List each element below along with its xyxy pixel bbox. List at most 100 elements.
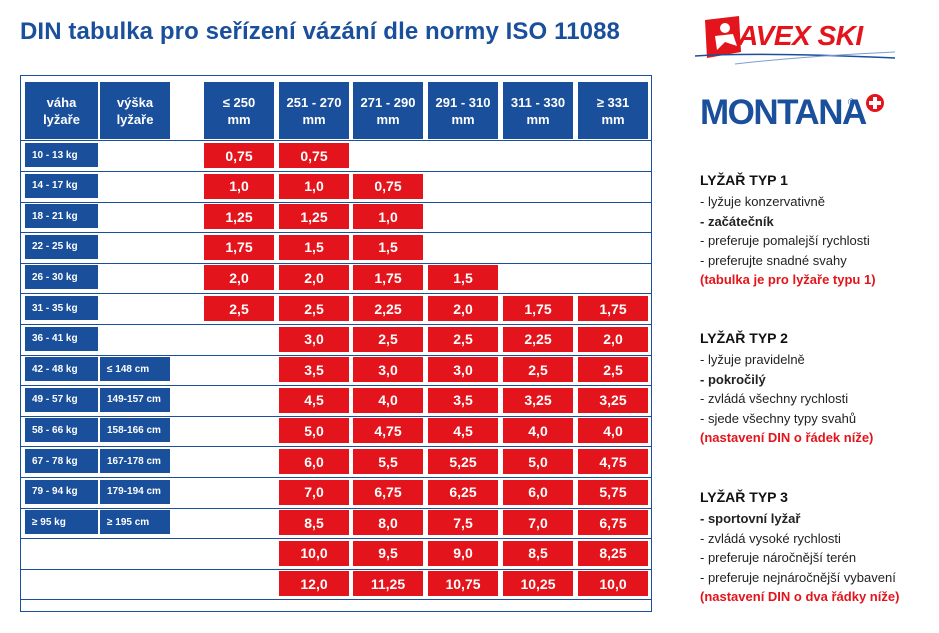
din-value-cell: 8,5 (503, 540, 573, 566)
weight-cell: 49 - 57 kg (25, 387, 98, 412)
legend-item: - preferuje náročnější terén (700, 550, 857, 565)
din-value-cell: 10,75 (428, 571, 498, 597)
din-value-cell: 6,75 (578, 510, 648, 536)
din-value-cell: 0,75 (204, 143, 274, 168)
din-value-cell: 6,75 (353, 479, 423, 505)
header-height: výška lyžaře (100, 82, 170, 139)
weight-cell: 14 - 17 kg (25, 173, 98, 198)
legend-item: - zvládá všechny rychlosti (700, 391, 849, 406)
din-value-cell: 10,25 (503, 571, 573, 597)
din-value-cell: 1,25 (279, 204, 349, 230)
legend-item: (nastavení DIN o řádek níže) (700, 430, 874, 445)
din-value-cell: 7,0 (503, 510, 573, 536)
din-value-cell: 3,0 (279, 326, 349, 352)
row-divider (20, 262, 652, 264)
row-divider (20, 538, 652, 540)
din-value-cell: 4,75 (353, 418, 423, 444)
din-value-cell: 2,5 (353, 326, 423, 352)
din-value-cell: 8,5 (279, 510, 349, 536)
weight-cell: 10 - 13 kg (25, 143, 98, 167)
din-value-cell: 1,5 (428, 265, 498, 291)
row-divider (20, 201, 652, 203)
legend-item: - pokročilý (700, 371, 766, 387)
din-value-cell: 5,75 (578, 479, 648, 505)
din-value-cell: 10,0 (279, 540, 349, 566)
weight-cell: ≥ 95 kg (25, 510, 98, 535)
weight-cell: 18 - 21 kg (25, 204, 98, 229)
din-value-cell: 6,0 (503, 479, 573, 505)
row-divider (20, 324, 652, 325)
din-value-cell: 4,0 (503, 418, 573, 444)
legend-skier-type-1: LYŽAŘ TYP 1 - lyžuje konzervativně - začát… (700, 172, 935, 290)
din-value-cell: 2,0 (578, 326, 648, 352)
height-cell: 158-166 cm (100, 418, 170, 443)
page-title: DIN tabulka pro seřízení vázání dle norm… (20, 18, 620, 45)
din-value-cell: 1,75 (353, 265, 423, 291)
legend-item: - lyžuje pravidelně (700, 352, 805, 367)
height-cell: ≤ 148 cm (100, 357, 170, 382)
header-sole-4: 291 - 310 mm (428, 82, 498, 139)
din-value-cell: 5,0 (279, 418, 349, 444)
din-value-cell: 1,5 (353, 234, 423, 260)
weight-cell: 31 - 35 kg (25, 296, 98, 320)
din-value-cell: 9,5 (353, 540, 423, 566)
din-value-cell: 10,0 (578, 571, 648, 597)
din-value-cell: 3,0 (353, 357, 423, 383)
din-value-cell: 4,0 (578, 418, 648, 444)
din-value-cell: 2,5 (279, 296, 349, 321)
din-value-cell: 2,25 (353, 296, 423, 321)
height-cell: 167-178 cm (100, 449, 170, 473)
din-value-cell: 5,25 (428, 449, 498, 474)
weight-cell: 67 - 78 kg (25, 449, 98, 473)
din-value-cell: 5,5 (353, 449, 423, 474)
din-value-cell: 9,0 (428, 540, 498, 566)
din-value-cell: 3,0 (428, 357, 498, 383)
legend-item: - sjede všechny typy svahů (700, 410, 857, 426)
din-value-cell: 1,25 (204, 204, 274, 230)
din-value-cell: 3,25 (503, 387, 573, 413)
din-value-cell: 2,5 (503, 357, 573, 383)
din-value-cell: 2,5 (204, 296, 274, 321)
montana-registered: ® (848, 97, 855, 107)
row-divider (20, 415, 652, 417)
montana-logo: MONTANA (700, 93, 867, 132)
legend-skier-type-2: LYŽAŘ TYP 2 - lyžuje pravidelně - pokročil… (700, 330, 935, 448)
din-value-cell: 12,0 (279, 571, 349, 597)
din-value-cell: 1,0 (204, 173, 274, 199)
din-value-cell: 11,25 (353, 571, 423, 597)
din-value-cell: 1,75 (503, 296, 573, 321)
legend-item: - začátečník (700, 213, 774, 229)
din-value-cell: 5,0 (503, 449, 573, 474)
weight-cell: 58 - 66 kg (25, 418, 98, 443)
legend-item: - sportovní lyžař (700, 511, 801, 526)
row-divider (20, 446, 652, 448)
din-value-cell: 1,0 (353, 204, 423, 230)
din-value-cell: 8,25 (578, 540, 648, 566)
row-divider (20, 599, 652, 601)
weight-cell: 36 - 41 kg (25, 326, 98, 351)
legend-item: (tabulka je pro lyžaře typu 1) (700, 272, 876, 287)
header-sole-1: ≤ 250 mm (204, 82, 274, 139)
weight-cell: 42 - 48 kg (25, 357, 98, 382)
din-value-cell: 2,0 (428, 296, 498, 321)
din-value-cell: 1,5 (279, 234, 349, 260)
row-divider (20, 568, 652, 570)
legend-item: - lyžuje konzervativně (700, 194, 825, 209)
avex-ski-text: AVEX SKI (738, 20, 863, 51)
legend-item: - preferuje pomalejší rychlosti (700, 233, 870, 248)
din-table (20, 75, 652, 612)
din-value-cell: 2,0 (279, 265, 349, 291)
header-weight: váha lyžaře (25, 82, 98, 139)
din-value-cell: 4,0 (353, 387, 423, 413)
row-divider (20, 385, 652, 387)
din-value-cell: 2,0 (204, 265, 274, 291)
legend-title: LYŽAŘ TYP 1 (700, 172, 788, 188)
height-cell: 179-194 cm (100, 479, 170, 504)
row-divider (20, 507, 652, 509)
din-value-cell: 2,5 (578, 357, 648, 383)
din-value-cell: 6,0 (279, 449, 349, 474)
legend-item: - zvládá vysoké rychlosti (700, 530, 841, 546)
header-sole-6: ≥ 331 mm (578, 82, 648, 139)
legend-title: LYŽAŘ TYP 3 (700, 489, 788, 505)
din-value-cell: 2,5 (428, 326, 498, 352)
